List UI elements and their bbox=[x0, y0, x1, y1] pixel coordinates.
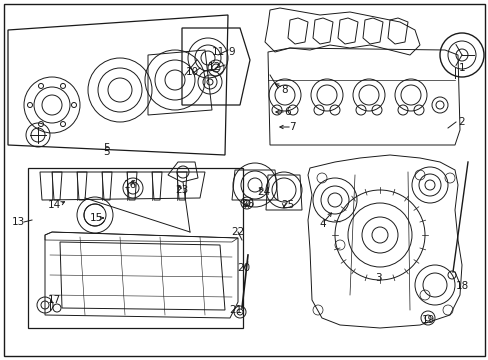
Text: 21: 21 bbox=[229, 305, 242, 315]
Text: 24: 24 bbox=[257, 187, 270, 197]
Text: 9: 9 bbox=[228, 47, 235, 57]
Text: 2: 2 bbox=[458, 117, 465, 127]
Text: 26: 26 bbox=[241, 199, 254, 209]
Text: 17: 17 bbox=[47, 295, 61, 305]
Text: 3: 3 bbox=[374, 273, 381, 283]
Text: 13: 13 bbox=[11, 217, 24, 227]
Text: 20: 20 bbox=[237, 263, 250, 273]
Text: 19: 19 bbox=[421, 315, 434, 325]
Text: 14: 14 bbox=[47, 200, 61, 210]
Text: 4: 4 bbox=[319, 219, 325, 229]
Text: 25: 25 bbox=[281, 200, 294, 210]
Text: 22: 22 bbox=[231, 227, 244, 237]
Text: 5: 5 bbox=[103, 147, 110, 157]
Text: 16: 16 bbox=[123, 180, 136, 190]
Text: 7: 7 bbox=[288, 122, 295, 132]
Text: 8: 8 bbox=[281, 85, 288, 95]
Text: 1: 1 bbox=[458, 63, 465, 73]
Text: 5: 5 bbox=[103, 143, 110, 153]
Bar bbox=[28, 168, 243, 328]
Text: 6: 6 bbox=[284, 107, 291, 117]
Text: 15: 15 bbox=[89, 213, 102, 223]
Text: 10: 10 bbox=[185, 67, 198, 77]
Text: 18: 18 bbox=[454, 281, 468, 291]
Text: 11: 11 bbox=[211, 47, 224, 57]
Text: 12: 12 bbox=[207, 62, 220, 72]
Text: 23: 23 bbox=[175, 185, 188, 195]
